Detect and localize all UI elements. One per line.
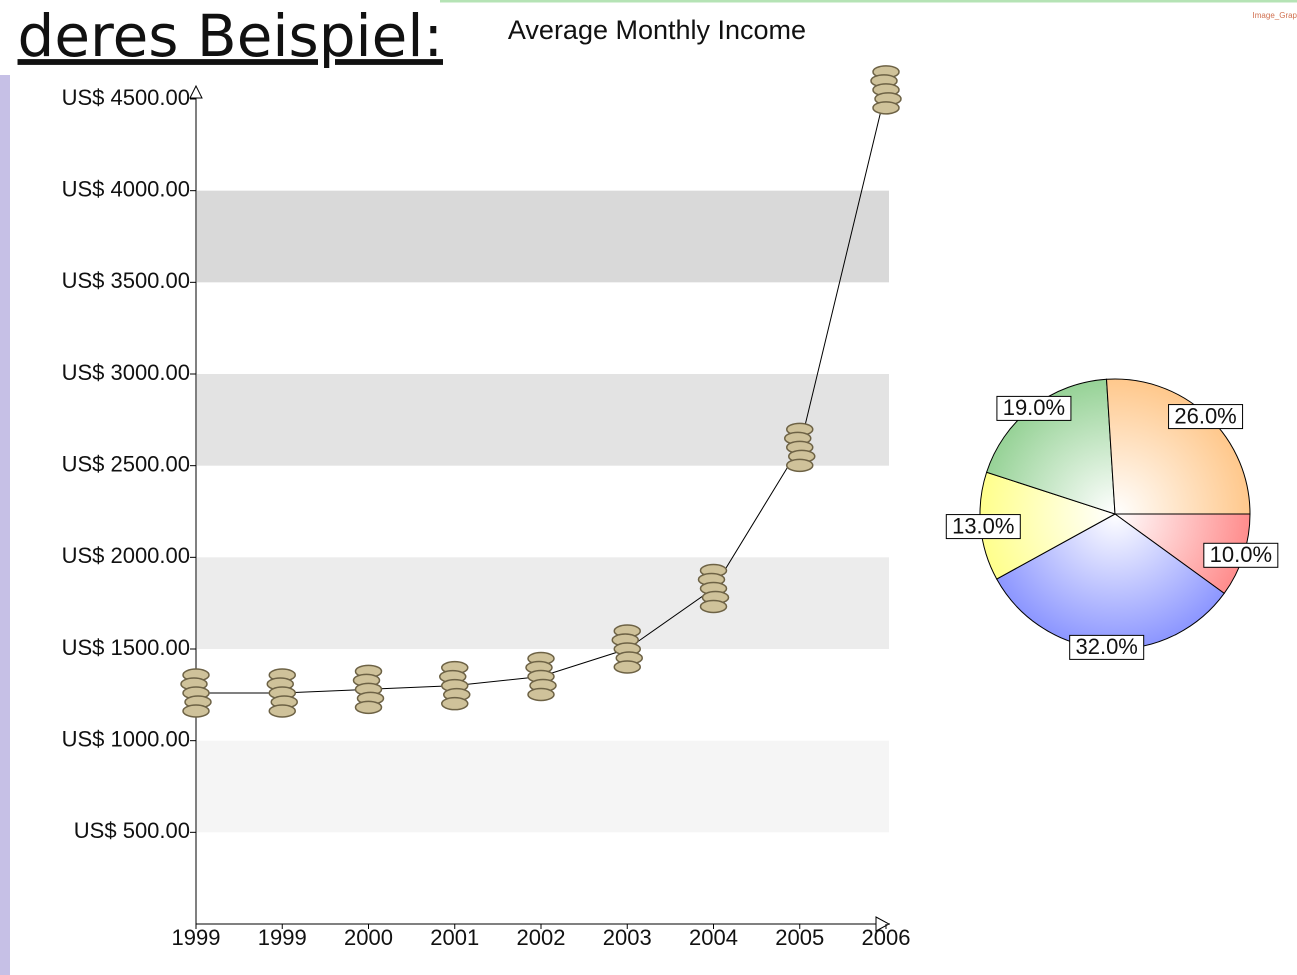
watermark: Image_Grap <box>1253 11 1297 20</box>
x-tick-label: 2002 <box>517 925 566 950</box>
coin-marker <box>526 653 556 701</box>
y-tick-label: US$ 2500.00 <box>62 451 190 476</box>
x-tick-label: 1999 <box>172 925 221 950</box>
x-tick-label: 2006 <box>862 925 911 950</box>
side-bar <box>0 75 10 975</box>
y-tick-label: US$ 2000.00 <box>62 543 190 568</box>
coin-marker <box>612 625 642 673</box>
x-tick-label: 2000 <box>344 925 393 950</box>
coin-marker <box>267 669 297 717</box>
coin <box>442 698 468 710</box>
coin-marker <box>440 662 470 710</box>
value-label: 19.0% <box>1003 395 1065 420</box>
coin-marker <box>354 665 384 713</box>
band <box>197 191 889 283</box>
coin <box>183 705 209 717</box>
y-tick-label: US$ 3500.00 <box>62 268 190 293</box>
coin <box>614 661 640 673</box>
y-tick-label: US$ 3000.00 <box>62 360 190 385</box>
coin-marker <box>181 669 211 717</box>
y-arrow <box>190 86 202 98</box>
x-tick-label: 2005 <box>775 925 824 950</box>
x-tick-label: 2004 <box>689 925 738 950</box>
x-tick-label: 2001 <box>430 925 479 950</box>
y-tick-label: US$ 500.00 <box>74 818 190 843</box>
band <box>197 374 889 466</box>
slide: deres Beispiel: Image_Grap Average Month… <box>0 0 1297 975</box>
y-tick-label: US$ 1000.00 <box>62 726 190 751</box>
coin <box>269 705 295 717</box>
value-label: 13.0% <box>952 513 1014 538</box>
value-label: 10.0% <box>1210 542 1272 567</box>
coin-marker <box>699 565 729 613</box>
coin <box>701 601 727 613</box>
coin <box>356 701 382 713</box>
y-tick-label: US$ 4000.00 <box>62 176 190 201</box>
value-label: 32.0% <box>1075 634 1137 659</box>
coin <box>528 689 554 701</box>
coin <box>873 102 899 114</box>
x-tick-label: 1999 <box>258 925 307 950</box>
pie-slice <box>1107 379 1250 514</box>
coin-marker <box>785 423 815 471</box>
value-label: 26.0% <box>1174 403 1236 428</box>
coin-marker <box>871 66 901 114</box>
slide-title: deres Beispiel: <box>18 2 443 70</box>
y-tick-label: US$ 4500.00 <box>62 85 190 110</box>
y-tick-label: US$ 1500.00 <box>62 635 190 660</box>
x-tick-label: 2003 <box>603 925 652 950</box>
chart-title: Average Monthly Income <box>508 15 806 45</box>
coin <box>787 459 813 471</box>
band <box>197 557 889 649</box>
band <box>197 741 889 833</box>
